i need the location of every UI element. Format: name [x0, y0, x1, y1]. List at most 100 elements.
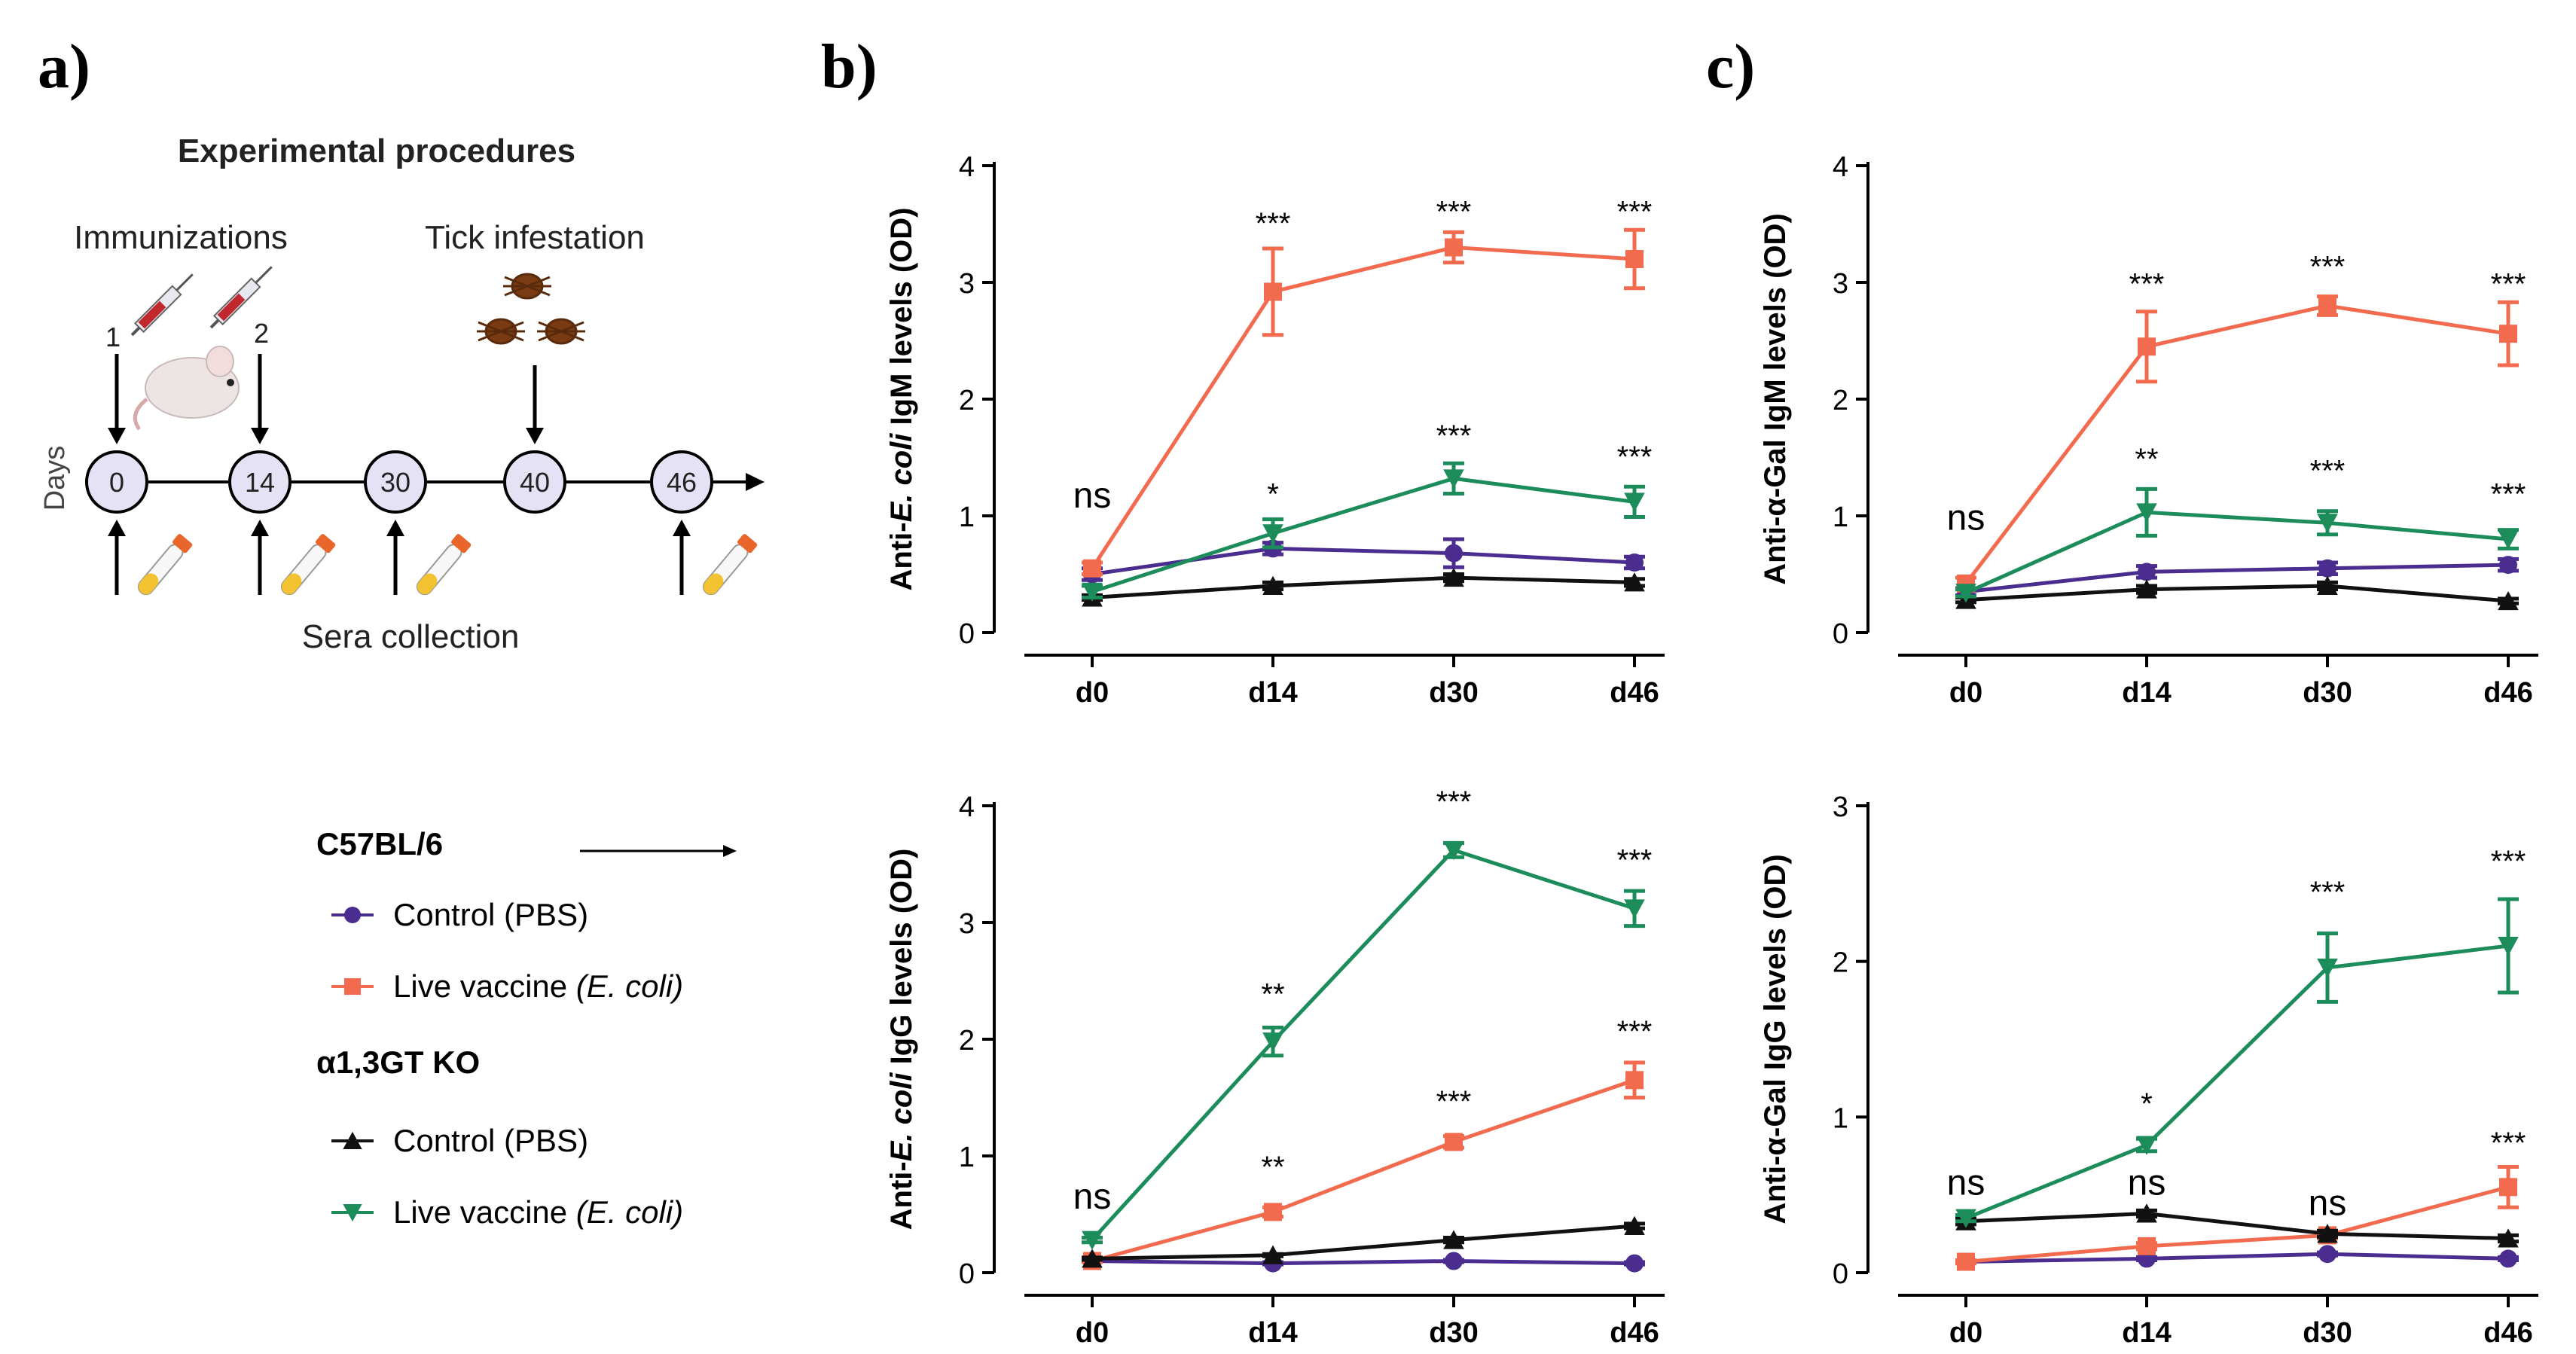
arrow-down-icon [108, 354, 126, 444]
x-tick-label: d0 [1949, 1317, 1982, 1348]
data-point [2136, 1136, 2157, 1155]
legend-item-label: Live vaccine (E. coli) [393, 1194, 683, 1230]
series-line [1965, 1185, 2509, 1264]
series-line [1964, 510, 2509, 595]
timeline-day-label: 40 [520, 467, 550, 498]
legend-marker [344, 907, 361, 923]
series-line [1965, 1211, 2509, 1241]
arrow-down-icon [526, 365, 544, 444]
x-tick-label: d46 [1610, 677, 1659, 708]
tick-icon [477, 273, 585, 345]
data-point [2136, 579, 2157, 599]
y-tick-label: 2 [1833, 947, 1848, 979]
data-point [1957, 1252, 1975, 1271]
x-tick-label: d46 [2483, 677, 2532, 708]
y-tick-label: 1 [959, 502, 975, 533]
significance-label: ns [1073, 1177, 1112, 1217]
data-point [1955, 1209, 1976, 1228]
x-tick-label: d14 [2122, 1317, 2171, 1348]
x-tick-label: d14 [2122, 677, 2171, 708]
arrow-up-icon [386, 520, 404, 595]
data-point [2318, 559, 2336, 578]
data-point [2317, 575, 2338, 595]
y-tick-label: 0 [959, 1258, 975, 1290]
data-point [2138, 1237, 2156, 1255]
x-tick-label: d30 [1429, 677, 1478, 708]
sample-tube-icon [416, 534, 472, 596]
x-tick-label: d30 [1429, 1317, 1478, 1348]
immunizations-label: Immunizations [74, 219, 288, 256]
data-point [2498, 590, 2519, 611]
series-line [1091, 848, 1635, 1242]
y-tick-label: 2 [959, 1025, 975, 1057]
series-line [1091, 476, 1635, 594]
legend-group-title: C57BL/6 [316, 826, 443, 861]
chart-b-igm-ecoli: Anti-E. coli IgM levels (OD) 0 1 2 3 4 d0 d14 d3… [885, 151, 1665, 708]
panel-label-a: a) [38, 32, 90, 102]
sample-tube-icon [702, 534, 758, 596]
chart-c-igg-agal: Anti-α-Gal IgG levels (OD) 0 1 2 3 d0 d14 d30 d4… [1759, 791, 2538, 1348]
significance-label: *** [1436, 785, 1472, 819]
significance-label: *** [1617, 1015, 1653, 1048]
timeline-arrowhead [746, 473, 765, 491]
significance-label: *** [1436, 1085, 1472, 1118]
significance-label: ** [2135, 443, 2158, 476]
significance-label: *** [2491, 478, 2526, 511]
timeline-day-label: 14 [245, 467, 275, 498]
significance-label: *** [2310, 455, 2346, 488]
significance-label: ns [1947, 499, 1985, 538]
data-point [1624, 572, 1645, 592]
significance-label: ns [1947, 1163, 1985, 1203]
data-point [1083, 559, 1101, 578]
x-tick-label: d30 [2303, 677, 2352, 708]
data-point [2499, 325, 2517, 343]
series-line [1964, 303, 2509, 585]
significance-label: ns [2128, 1163, 2166, 1203]
arrow-up-icon [108, 520, 126, 595]
y-tick-label: 2 [959, 385, 975, 416]
legend: C57BL/6 Control (PBS) Live vaccine (E. c… [316, 826, 737, 1230]
y-tick-label: 1 [1833, 502, 1848, 533]
data-point [2499, 1249, 2517, 1268]
data-point [2317, 514, 2338, 533]
mouse-icon [133, 346, 240, 431]
significance-label: *** [1436, 195, 1472, 228]
y-tick-label: 3 [959, 908, 975, 940]
data-point [1264, 1203, 1282, 1221]
data-point [2499, 556, 2517, 575]
injection-number-2: 2 [254, 318, 269, 349]
data-point [1443, 567, 1464, 587]
series-line [1965, 1252, 2509, 1264]
data-point [2498, 530, 2519, 550]
series-line [1091, 1258, 1635, 1266]
timeline-day-node [503, 450, 566, 514]
x-tick-label: d46 [2483, 1317, 2532, 1348]
significance-label: *** [1436, 419, 1472, 453]
significance-label: *** [2491, 268, 2526, 301]
sample-tube-icon [280, 534, 336, 596]
significance-label: *** [2491, 845, 2526, 878]
series-line [1965, 944, 2509, 1220]
data-point [1625, 1254, 1644, 1273]
timeline-day-node [364, 450, 427, 514]
y-tick-label: 4 [1833, 151, 1848, 183]
data-point [1445, 544, 1463, 563]
y-tick-label: 1 [959, 1142, 975, 1173]
y-axis-label: Anti-α-Gal IgM levels (OD) [1759, 213, 1792, 585]
x-tick-label: d46 [1610, 1317, 1659, 1348]
tick-infestation-label: Tick infestation [425, 219, 645, 256]
significance-label: ** [1261, 1151, 1284, 1184]
data-point [1445, 238, 1463, 257]
sample-tube-icon [137, 534, 193, 596]
legend-marker [344, 978, 361, 995]
data-point [1443, 469, 1464, 489]
significance-label: *** [2129, 268, 2165, 301]
data-point [1624, 493, 1645, 512]
legend-group-title: α1,3GT KO [316, 1044, 480, 1080]
series-line [1090, 245, 1635, 570]
panel-label-c: c) [1706, 32, 1756, 102]
timeline-day-node [650, 450, 713, 514]
data-point [2136, 503, 2157, 523]
legend-arrowhead [723, 845, 737, 857]
timeline-day-label: 0 [109, 467, 124, 498]
